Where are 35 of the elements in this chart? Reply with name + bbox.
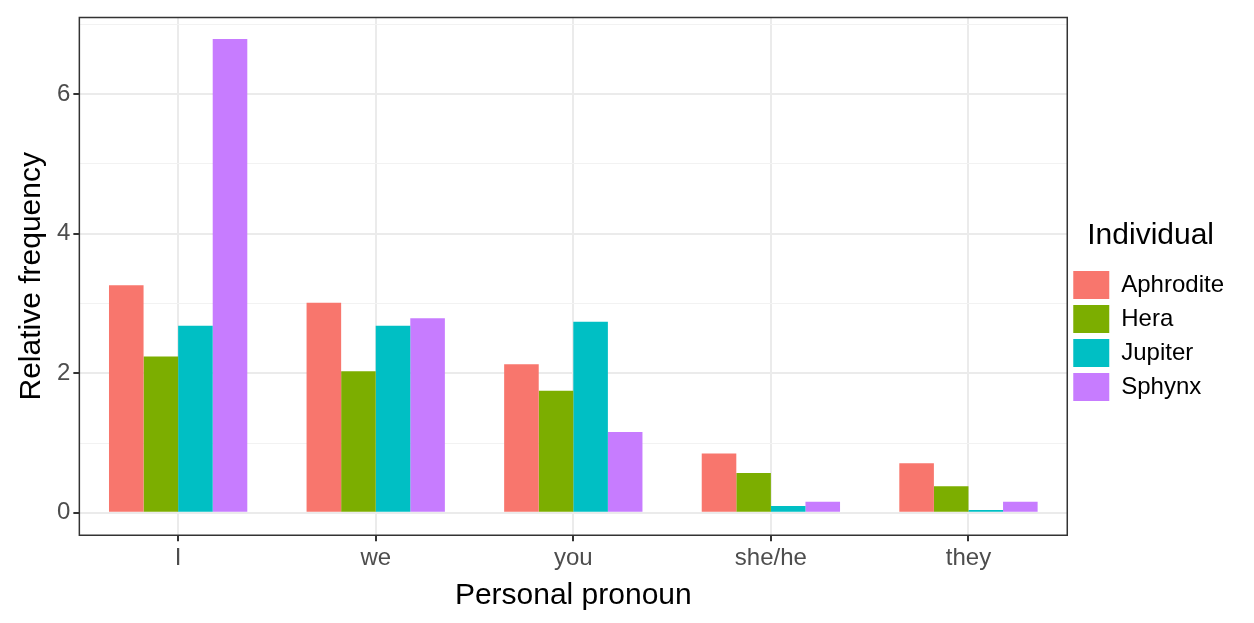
bar <box>108 285 144 512</box>
y-tick-label: 2 <box>56 357 71 385</box>
bar <box>607 431 643 512</box>
bar <box>933 486 969 512</box>
bar <box>306 302 342 512</box>
bar <box>410 318 445 512</box>
bar <box>805 501 841 512</box>
y-tick-label: 6 <box>56 78 71 106</box>
bar <box>375 325 411 512</box>
bar <box>770 505 806 512</box>
bar <box>178 325 213 512</box>
bar <box>573 321 608 512</box>
legend-label: Sphynx <box>1121 371 1202 399</box>
x-tick-label: they <box>945 543 992 571</box>
x-tick-label: I <box>174 543 182 571</box>
y-axis-title: Relative frequency <box>13 152 47 401</box>
bar <box>341 371 376 512</box>
x-tick-label: she/he <box>734 543 807 571</box>
y-tick-label: 4 <box>56 218 71 246</box>
bar <box>504 364 539 512</box>
bar <box>899 463 934 512</box>
bar <box>736 473 771 512</box>
bar <box>701 453 737 512</box>
legend-label: Hera <box>1121 303 1174 331</box>
bar <box>1003 501 1038 512</box>
bar <box>143 356 179 512</box>
bar <box>538 390 574 512</box>
bar <box>212 39 248 512</box>
legend-title: Individual <box>1087 217 1215 251</box>
y-tick-label: 0 <box>56 497 71 525</box>
x-tick-label: we <box>359 543 392 571</box>
x-axis-title: Personal pronoun <box>454 577 692 611</box>
x-tick-label: you <box>553 543 593 571</box>
legend-label: Jupiter <box>1121 337 1194 365</box>
legend-label: Aphrodite <box>1121 269 1225 297</box>
